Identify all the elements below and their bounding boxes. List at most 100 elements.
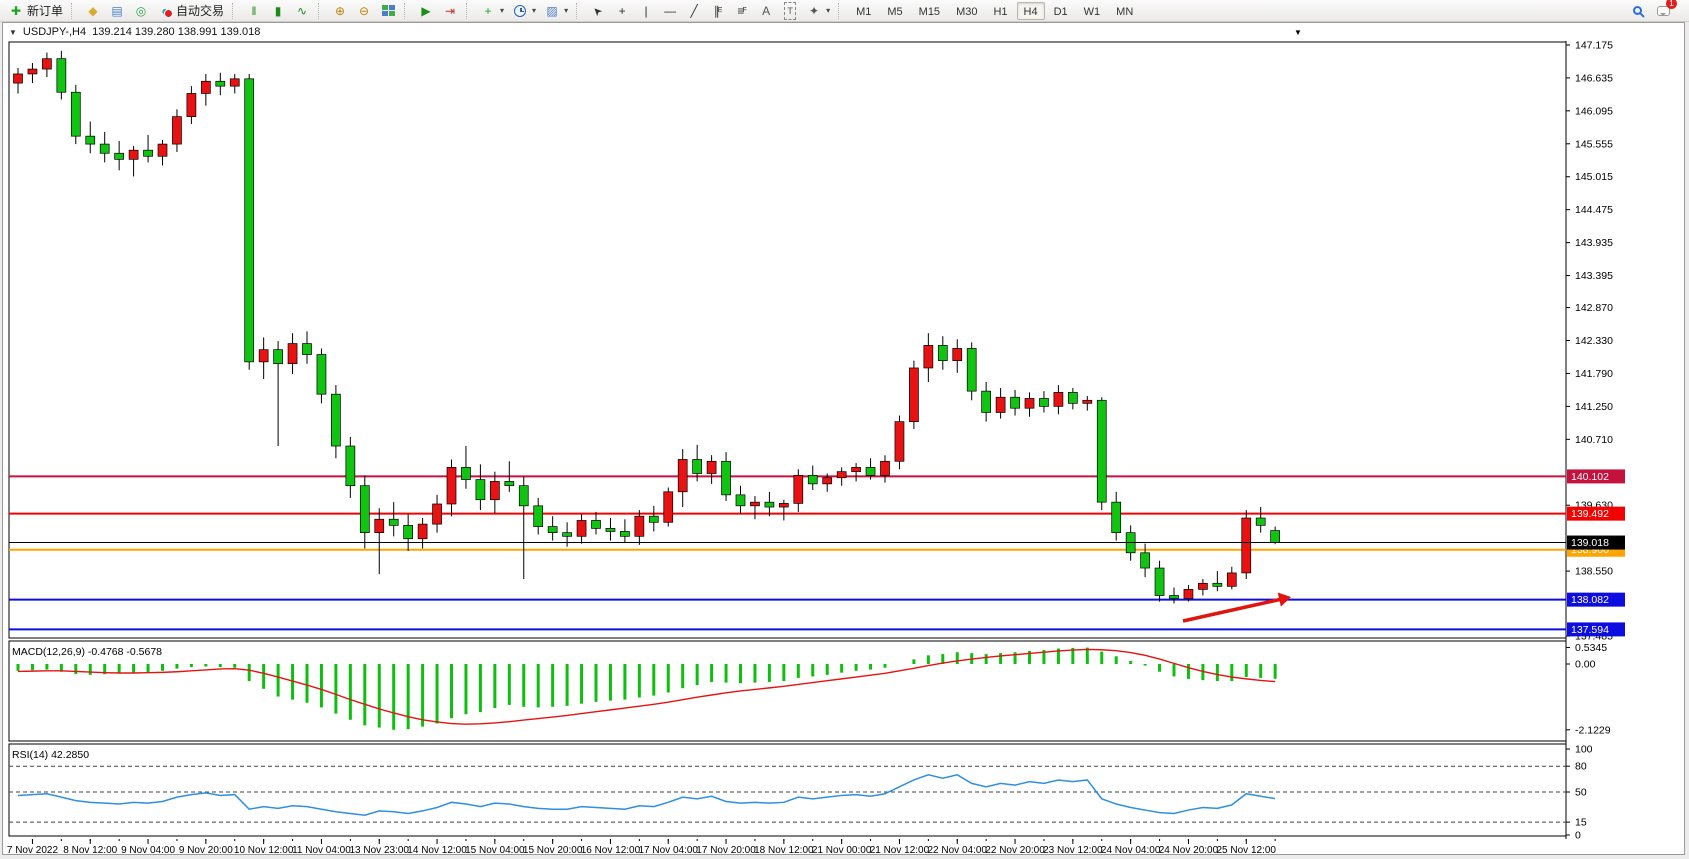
svg-text:144.475: 144.475 bbox=[1575, 204, 1613, 216]
chat-icon[interactable]: 1 bbox=[1655, 0, 1677, 19]
crosshair-button[interactable]: + bbox=[610, 1, 634, 21]
arrows-button[interactable]: ✦ ▾ bbox=[802, 1, 834, 21]
svg-text:147.175: 147.175 bbox=[1575, 41, 1613, 51]
timeframe-h1[interactable]: H1 bbox=[993, 5, 1008, 18]
timeframe-mn[interactable]: MN bbox=[1116, 5, 1134, 18]
chart-shift-icon: ⇥ bbox=[445, 3, 456, 18]
timeframe-m15[interactable]: M15 bbox=[918, 5, 941, 18]
main-toolbar: ✚ 新订单 ◆ ▤ ◎ ● 自动交易 ‖ ▮ ∿ ⊕ ⊖ ▶ ⇥ + ▾ ▾ ▨ ▾ ➤ + | — ╱ ∥ E ≡ F A T ✦ ▾ M1 M… bbox=[0, 0, 1689, 22]
time-axis: 7 Nov 2022 8 Nov 12:00 9 Nov 04:00 9 Nov 20… bbox=[7, 839, 1276, 856]
svg-text:24 Nov 20:00: 24 Nov 20:00 bbox=[1159, 845, 1219, 854]
timeframe-w1[interactable]: W1 bbox=[1083, 5, 1101, 18]
new-order-button[interactable]: ✚ 新订单 bbox=[4, 1, 67, 21]
chart-canvas[interactable]: 147.175 146.635 146.095 145.555 145.015 144.4… bbox=[3, 39, 1684, 856]
timeframe-m5[interactable]: M5 bbox=[887, 5, 903, 18]
arrow-annotation[interactable] bbox=[1182, 597, 1284, 623]
indicators-icon: + bbox=[484, 3, 492, 18]
svg-text:50: 50 bbox=[1575, 787, 1587, 799]
horizontal-line-button[interactable]: — bbox=[658, 1, 682, 21]
navigator-icon: ◎ bbox=[135, 3, 147, 18]
toolbar-separator bbox=[466, 2, 473, 19]
timeframe-m30[interactable]: M30 bbox=[956, 5, 978, 18]
templates-button[interactable]: ▨ ▾ bbox=[540, 1, 572, 21]
cursor-icon: ➤ bbox=[590, 2, 606, 19]
dropdown-caret-icon[interactable]: ▾ bbox=[532, 6, 537, 15]
fibonacci-icon: ≡ F bbox=[737, 3, 747, 18]
candlestick-chart-icon: ▮ bbox=[274, 3, 282, 18]
rsi-line bbox=[17, 773, 1276, 816]
svg-text:14 Nov 12:00: 14 Nov 12:00 bbox=[407, 845, 467, 854]
arrow-head[interactable] bbox=[1277, 592, 1291, 607]
autotrading-button[interactable]: ● 自动交易 bbox=[153, 1, 228, 21]
data-window-button[interactable]: ▤ bbox=[105, 1, 129, 21]
svg-text:11 Nov 04:00: 11 Nov 04:00 bbox=[292, 845, 351, 854]
svg-text:143.935: 143.935 bbox=[1575, 237, 1613, 249]
marketwatch-button[interactable]: ◆ bbox=[81, 1, 105, 21]
chart-title-caret-icon[interactable]: ▼ bbox=[9, 27, 17, 37]
marketwatch-icon: ◆ bbox=[88, 3, 98, 18]
svg-text:139.492: 139.492 bbox=[1571, 508, 1609, 520]
svg-text:100: 100 bbox=[1575, 744, 1593, 756]
chart-shift-button[interactable]: ⇥ bbox=[438, 1, 462, 21]
svg-text:7 Nov 2022: 7 Nov 2022 bbox=[7, 845, 59, 854]
macd-panel[interactable] bbox=[8, 640, 1567, 742]
bar-chart-button[interactable]: ‖ bbox=[242, 1, 266, 21]
channel-button[interactable]: ∥ E bbox=[706, 1, 730, 21]
rsi-indicator: 100 80 50 150 RSI(14) 42.2850 bbox=[9, 744, 1593, 842]
new-order-icon: ✚ bbox=[10, 3, 22, 18]
text-icon: A bbox=[762, 3, 771, 18]
svg-text:-2.1229: -2.1229 bbox=[1575, 724, 1611, 736]
bar-chart-icon: ‖ bbox=[251, 3, 257, 18]
svg-text:145.015: 145.015 bbox=[1575, 171, 1613, 183]
svg-text:16 Nov 12:00: 16 Nov 12:00 bbox=[581, 845, 641, 854]
navigator-button[interactable]: ◎ bbox=[129, 1, 153, 21]
dropdown-caret-icon[interactable]: ▾ bbox=[826, 6, 831, 15]
zoom-in-button[interactable]: ⊕ bbox=[328, 1, 352, 21]
chart-body[interactable]: 147.175 146.635 146.095 145.555 145.015 144.4… bbox=[3, 39, 1684, 856]
chart-window: ▼ USDJPY-,H4 139.214 139.280 138.991 139… bbox=[2, 22, 1685, 856]
zoom-out-icon: ⊖ bbox=[359, 3, 370, 18]
chart-shift-marker-icon[interactable]: ▼ bbox=[1294, 28, 1302, 37]
text-label-button[interactable]: T bbox=[778, 1, 802, 21]
vertical-line-button[interactable]: | bbox=[634, 1, 658, 21]
price-panel[interactable] bbox=[8, 41, 1567, 639]
svg-text:0: 0 bbox=[1575, 830, 1581, 842]
vertical-line-icon: | bbox=[644, 3, 648, 18]
svg-text:10 Nov 12:00: 10 Nov 12:00 bbox=[234, 845, 294, 854]
svg-text:0.00: 0.00 bbox=[1575, 659, 1596, 671]
tile-windows-button[interactable] bbox=[376, 1, 400, 21]
timeframe-d1[interactable]: D1 bbox=[1053, 5, 1068, 18]
svg-text:23 Nov 12:00: 23 Nov 12:00 bbox=[1043, 845, 1103, 854]
svg-text:22 Nov 04:00: 22 Nov 04:00 bbox=[928, 845, 988, 854]
timeframe-m1[interactable]: M1 bbox=[856, 5, 872, 18]
line-chart-button[interactable]: ∿ bbox=[290, 1, 314, 21]
auto-scroll-button[interactable]: ▶ bbox=[414, 1, 438, 21]
candlestick-chart-button[interactable]: ▮ bbox=[266, 1, 290, 21]
svg-text:9 Nov 04:00: 9 Nov 04:00 bbox=[121, 845, 175, 854]
dropdown-caret-icon[interactable]: ▾ bbox=[564, 6, 569, 15]
new-order-label: 新订单 bbox=[27, 4, 64, 18]
chart-symbol-title: USDJPY-,H4 bbox=[22, 26, 87, 38]
dropdown-caret-icon[interactable]: ▾ bbox=[500, 6, 505, 15]
svg-text:137.594: 137.594 bbox=[1571, 624, 1609, 636]
channel-icon: ∥ E bbox=[713, 3, 723, 18]
timeframe-h4[interactable]: H4 bbox=[1016, 1, 1045, 20]
toolbar-separator bbox=[576, 2, 583, 19]
fibonacci-button[interactable]: ≡ F bbox=[730, 1, 754, 21]
text-button[interactable]: A bbox=[754, 1, 778, 21]
svg-text:145.555: 145.555 bbox=[1575, 138, 1613, 150]
chart-titlebar[interactable]: ▼ USDJPY-,H4 139.214 139.280 138.991 139… bbox=[3, 23, 1684, 41]
rsi-panel[interactable] bbox=[8, 743, 1567, 837]
macd-label: MACD(12,26,9) -0.4768 -0.5678 bbox=[12, 646, 162, 658]
cursor-button[interactable]: ➤ bbox=[586, 1, 610, 21]
periods-button[interactable]: ▾ bbox=[508, 1, 540, 21]
svg-text:140.102: 140.102 bbox=[1571, 471, 1609, 483]
svg-text:142.870: 142.870 bbox=[1575, 302, 1613, 314]
text-label-icon: T bbox=[782, 1, 798, 20]
zoom-out-button[interactable]: ⊖ bbox=[352, 1, 376, 21]
search-icon[interactable] bbox=[1629, 3, 1645, 19]
trendline-button[interactable]: ╱ bbox=[682, 1, 706, 21]
svg-text:15: 15 bbox=[1575, 817, 1587, 829]
indicators-button[interactable]: + ▾ bbox=[476, 1, 508, 21]
svg-text:22 Nov 20:00: 22 Nov 20:00 bbox=[985, 845, 1045, 854]
